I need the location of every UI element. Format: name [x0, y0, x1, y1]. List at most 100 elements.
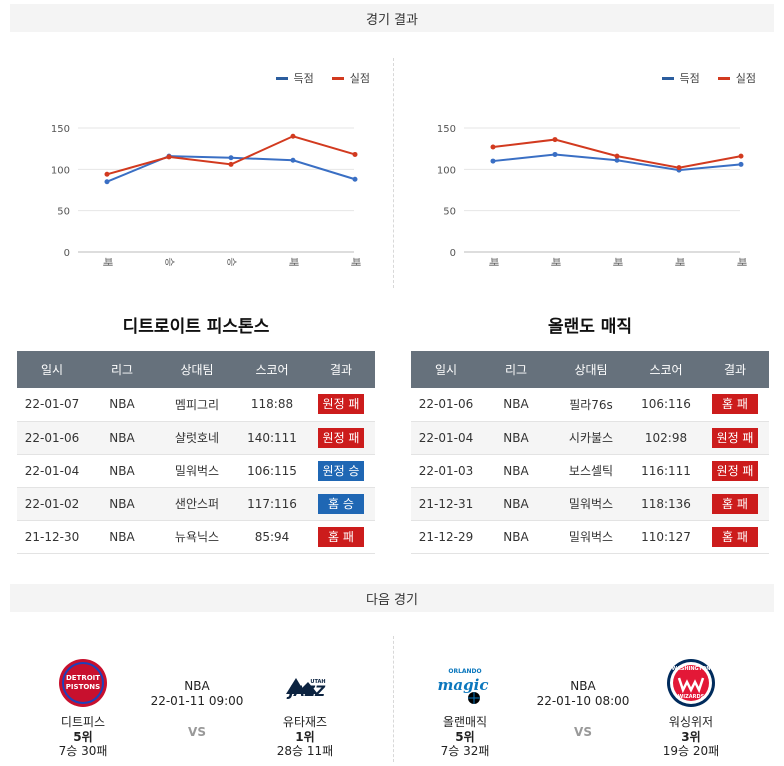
cell-date: 22-01-02 — [17, 487, 87, 521]
legend-item-score: 득점 — [275, 70, 314, 86]
left-team-title: 디트로이트 피스톤스 — [122, 317, 270, 337]
cell-result: 홈 패 — [701, 388, 769, 422]
away-team-record: 19승 20패 — [662, 744, 720, 758]
match-league: NBA — [570, 679, 596, 693]
legend-item-allowed: 실점 — [717, 70, 756, 86]
cell-opponent: 보스셀틱 — [551, 454, 631, 488]
allowed-point — [552, 137, 558, 143]
cell-opponent: 뉴욕닉스 — [157, 520, 237, 554]
match-info: NBA 22-01-10 08:00 — [528, 679, 638, 709]
cell-opponent: 시카불스 — [551, 421, 631, 455]
results-section-title: 경기 결과 — [10, 4, 774, 32]
legend-score-label: 득점 — [293, 72, 314, 85]
home-team[interactable]: ORLANDO magic 올랜매직 5위 7승 32패 — [420, 656, 510, 758]
header-opponent: 상대팀 — [551, 351, 631, 388]
svg-text:PISTONS: PISTONS — [66, 683, 100, 691]
legend-item-score: 득점 — [661, 70, 700, 86]
table-row: 22-01-02 NBA 샌안스퍼 117:116 홈 승 — [17, 487, 375, 521]
cell-date: 21-12-29 — [411, 520, 481, 554]
x-tick-label: 패 — [101, 257, 113, 266]
score-point — [738, 161, 744, 167]
left-score-chart: 득점 실점 0 50 100 150 패 승 승 패 패 — [12, 62, 382, 284]
cell-score: 106:115 — [237, 454, 307, 488]
cell-result: 홈 패 — [307, 520, 375, 554]
result-badge: 원정 패 — [712, 427, 758, 448]
table-header-row: 일시 리그 상대팀 스코어 결과 — [411, 351, 769, 388]
allowed-point — [352, 151, 358, 157]
header-opponent: 상대팀 — [157, 351, 237, 388]
wizards-logo-icon: WASHINGTON WIZARDS — [667, 659, 715, 707]
cell-score: 102:98 — [631, 421, 701, 455]
magic-logo-icon: ORLANDO magic — [438, 668, 488, 704]
table-row: 22-01-06 NBA 샬럿호네 140:111 원정 패 — [17, 421, 375, 455]
left-chart-svg: 0 50 100 150 패 승 승 패 패 — [51, 124, 361, 267]
x-tick-label: 승 — [163, 257, 175, 266]
cell-score: 118:136 — [631, 487, 701, 521]
cell-score: 140:111 — [237, 421, 307, 455]
next-game-right[interactable]: ORLANDO magic 올랜매직 5위 7승 32패 NBA 22-01-1… — [398, 650, 768, 760]
svg-text:DETROIT: DETROIT — [66, 674, 100, 682]
result-badge: 원정 승 — [318, 460, 364, 481]
cell-result: 홈 패 — [701, 487, 769, 521]
header-league: 리그 — [87, 351, 157, 388]
x-tick-label: 패 — [487, 257, 499, 266]
table-row: 21-12-29 NBA 밀워벅스 110:127 홈 패 — [411, 520, 769, 554]
cell-opponent: 밀워벅스 — [551, 520, 631, 554]
right-score-chart: 득점 실점 0 50 100 150 패 패 패 패 패 — [398, 62, 768, 284]
cell-opponent: 샬럿호네 — [157, 421, 237, 455]
x-tick-label: 패 — [349, 257, 361, 266]
jazz-logo-icon: JAZZ UTAH — [286, 678, 326, 700]
y-tick-label: 0 — [450, 248, 456, 259]
right-chart-svg: 0 50 100 150 패 패 패 패 패 — [437, 124, 747, 267]
score-point — [490, 158, 496, 164]
cell-score: 85:94 — [237, 520, 307, 554]
next-game-left[interactable]: DETROIT PISTONS 디트피스 5위 7승 30패 NBA 22-01… — [12, 650, 382, 760]
home-team-rank: 5위 — [455, 730, 475, 744]
home-team-name: 디트피스 — [60, 715, 106, 729]
home-team-record: 7승 32패 — [440, 744, 490, 758]
header-result: 결과 — [701, 351, 769, 388]
cell-date: 22-01-06 — [411, 388, 481, 422]
away-team[interactable]: JAZZ UTAH 유타재즈 1위 28승 11패 — [260, 656, 350, 758]
chart-legend: 득점 실점 — [661, 70, 756, 86]
allowed-point — [290, 133, 296, 139]
svg-text:ORLANDO: ORLANDO — [448, 668, 481, 675]
cell-opponent: 밀워벅스 — [157, 454, 237, 488]
cell-result: 원정 승 — [307, 454, 375, 488]
svg-text:WIZARDS: WIZARDS — [678, 694, 705, 700]
x-tick-label: 승 — [225, 257, 237, 266]
cell-league: NBA — [87, 421, 157, 455]
table-row: 22-01-04 NBA 시카불스 102:98 원정 패 — [411, 421, 769, 455]
legend-allowed-swatch — [331, 76, 344, 80]
header-date: 일시 — [17, 351, 87, 388]
cell-date: 22-01-06 — [17, 421, 87, 455]
cell-result: 홈 패 — [701, 520, 769, 554]
x-tick-label: 패 — [673, 257, 685, 266]
svg-text:UTAH: UTAH — [310, 679, 325, 685]
home-team[interactable]: DETROIT PISTONS 디트피스 5위 7승 30패 — [38, 656, 128, 758]
allowed-point — [614, 153, 620, 159]
svg-text:WASHINGTON: WASHINGTON — [672, 666, 711, 672]
result-badge: 홈 패 — [712, 526, 758, 547]
y-tick-label: 0 — [64, 248, 70, 259]
x-tick-label: 패 — [549, 257, 561, 266]
pistons-logo-icon: DETROIT PISTONS — [59, 659, 107, 707]
away-team[interactable]: WASHINGTON WIZARDS 워싱위저 3위 19승 20패 — [646, 656, 736, 758]
right-results-table: 일시 리그 상대팀 스코어 결과 22-01-06 NBA 필라76s 106:116… — [411, 351, 769, 554]
match-league: NBA — [184, 679, 210, 693]
cell-score: 110:127 — [631, 520, 701, 554]
legend-allowed-label: 실점 — [735, 72, 756, 85]
score-point — [290, 157, 296, 163]
cell-result: 원정 패 — [701, 421, 769, 455]
cell-date: 21-12-31 — [411, 487, 481, 521]
next-divider — [393, 636, 394, 762]
svg-text:magic: magic — [438, 676, 488, 694]
x-tick-label: 패 — [735, 257, 747, 266]
cell-date: 22-01-04 — [411, 421, 481, 455]
cell-opponent: 멤피그리 — [157, 388, 237, 422]
legend-score-swatch — [275, 76, 288, 80]
allowed-point — [104, 171, 110, 177]
cell-league: NBA — [87, 520, 157, 554]
cell-league: NBA — [481, 388, 551, 422]
match-datetime: 22-01-11 09:00 — [150, 694, 244, 708]
